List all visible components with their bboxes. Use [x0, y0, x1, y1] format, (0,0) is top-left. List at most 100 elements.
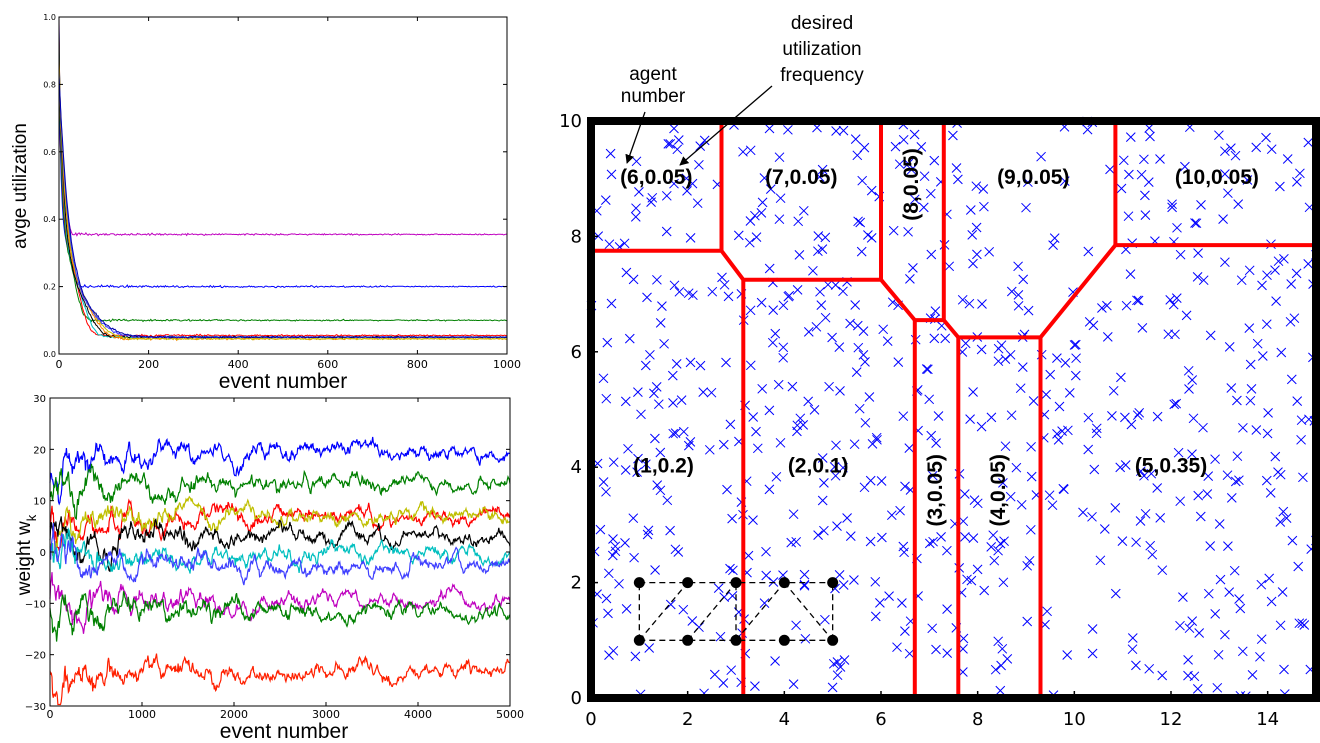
agent-node: [633, 577, 645, 589]
scatter-point: [942, 648, 953, 658]
agent-node: [778, 634, 790, 646]
scatter-point: [685, 233, 696, 243]
scatter-point: [598, 373, 609, 384]
region-x-tick-label: 12: [1160, 709, 1183, 730]
scatter-point: [851, 367, 862, 377]
scatter-point: [1083, 412, 1094, 423]
scatter-point: [744, 237, 755, 248]
scatter-point: [665, 139, 676, 149]
scatter-point: [1025, 524, 1036, 535]
region-label: (6,0.05): [620, 166, 692, 189]
scatter-point: [1233, 199, 1244, 209]
scatter-point: [1017, 362, 1028, 372]
region-label: (7,0.05): [765, 166, 837, 189]
scatter-point: [799, 569, 810, 580]
scatter-point: [1271, 296, 1281, 306]
scatter-point: [1213, 649, 1224, 660]
scatter-point: [953, 174, 963, 185]
scatter-point: [725, 419, 736, 430]
scatter-point: [942, 545, 952, 556]
scatter-point: [933, 411, 944, 421]
annotation-line: desired: [791, 13, 853, 34]
scatter-point: [759, 598, 770, 608]
scatter-point: [630, 212, 641, 222]
scatter-point: [1270, 451, 1281, 462]
scatter-point: [1140, 508, 1151, 519]
weight-x-tick-label: 3000: [312, 708, 340, 721]
weight-series-line: [49, 653, 511, 706]
utilization-y-axis-label: avge utilization: [10, 123, 31, 249]
scatter-point: [1070, 370, 1081, 381]
scatter-point: [603, 568, 614, 579]
scatter-point: [1261, 319, 1272, 330]
annotation-line: utilization: [782, 39, 861, 60]
scatter-point: [669, 280, 680, 291]
weight-series-line: [49, 572, 511, 634]
scatter-point: [1230, 150, 1241, 161]
scatter-point: [1091, 428, 1102, 439]
scatter-point: [1273, 467, 1283, 477]
scatter-point: [1110, 588, 1121, 599]
agent-graph-edge: [687, 582, 737, 641]
scatter-point: [1282, 154, 1293, 164]
region-boundary-group: [591, 121, 1316, 698]
scatter-point: [830, 470, 841, 481]
scatter-point: [923, 364, 933, 375]
annotation-agent-number: agent number: [621, 64, 686, 107]
scatter-point: [1222, 470, 1233, 481]
scatter-point: [1279, 253, 1289, 264]
scatter-point: [1116, 372, 1126, 383]
scatter-point: [1198, 275, 1209, 286]
scatter-point: [1143, 177, 1154, 187]
scatter-point: [904, 443, 915, 453]
scatter-point: [924, 538, 935, 549]
scatter-point: [878, 324, 889, 335]
scatter-point: [1146, 468, 1157, 479]
scatter-point: [743, 550, 754, 561]
scatter-point: [1275, 620, 1286, 631]
scatter-point: [1298, 472, 1308, 483]
utilization-x-tick-label: 600: [317, 358, 338, 371]
utilization-x-tick-label: 1000: [493, 358, 521, 371]
scatter-point: [834, 570, 845, 580]
scatter-point: [1226, 383, 1237, 393]
scatter-point: [1125, 269, 1136, 279]
weight-x-tick-label: 2000: [220, 708, 248, 721]
scatter-point: [871, 432, 882, 443]
scatter-point: [856, 246, 867, 257]
scatter-point: [960, 532, 970, 542]
scatter-point: [1256, 579, 1267, 590]
scatter-point: [631, 156, 642, 167]
scatter-point: [718, 678, 729, 688]
scatter-point: [903, 226, 913, 237]
scatter-point: [1183, 655, 1193, 665]
utilization-panel: 0 200 400 600 800 1000 0.0 0.2 0.4 0.6 0.8 1.0 even…: [10, 13, 521, 393]
scatter-point: [865, 536, 876, 547]
scatter-point: [601, 393, 612, 404]
scatter-point: [1193, 248, 1203, 258]
weight-series-line: [49, 463, 511, 521]
scatter-point: [1292, 396, 1303, 406]
scatter-point: [783, 291, 794, 302]
scatter-point: [1202, 489, 1213, 499]
weight-y-tick-label: −10: [25, 599, 46, 610]
scatter-point: [967, 230, 978, 240]
scatter-point: [1279, 664, 1289, 675]
scatter-point: [1171, 293, 1182, 303]
scatter-point: [1087, 648, 1098, 659]
scatter-point: [663, 139, 674, 149]
scatter-point: [1168, 299, 1179, 310]
scatter-point: [1194, 628, 1205, 638]
scatter-point: [989, 555, 1000, 566]
region-x-tick-label: 8: [972, 709, 983, 730]
scatter-point: [1187, 375, 1198, 385]
scatter-point: [978, 184, 989, 194]
scatter-point: [1023, 177, 1033, 188]
scatter-point: [1187, 616, 1198, 626]
scatter-point: [1175, 620, 1185, 631]
scatter-point: [1026, 471, 1037, 482]
annotation-line: frequency: [780, 65, 864, 86]
scatter-point: [1145, 540, 1156, 551]
scatter-point: [600, 195, 611, 205]
scatter-point: [619, 238, 630, 249]
